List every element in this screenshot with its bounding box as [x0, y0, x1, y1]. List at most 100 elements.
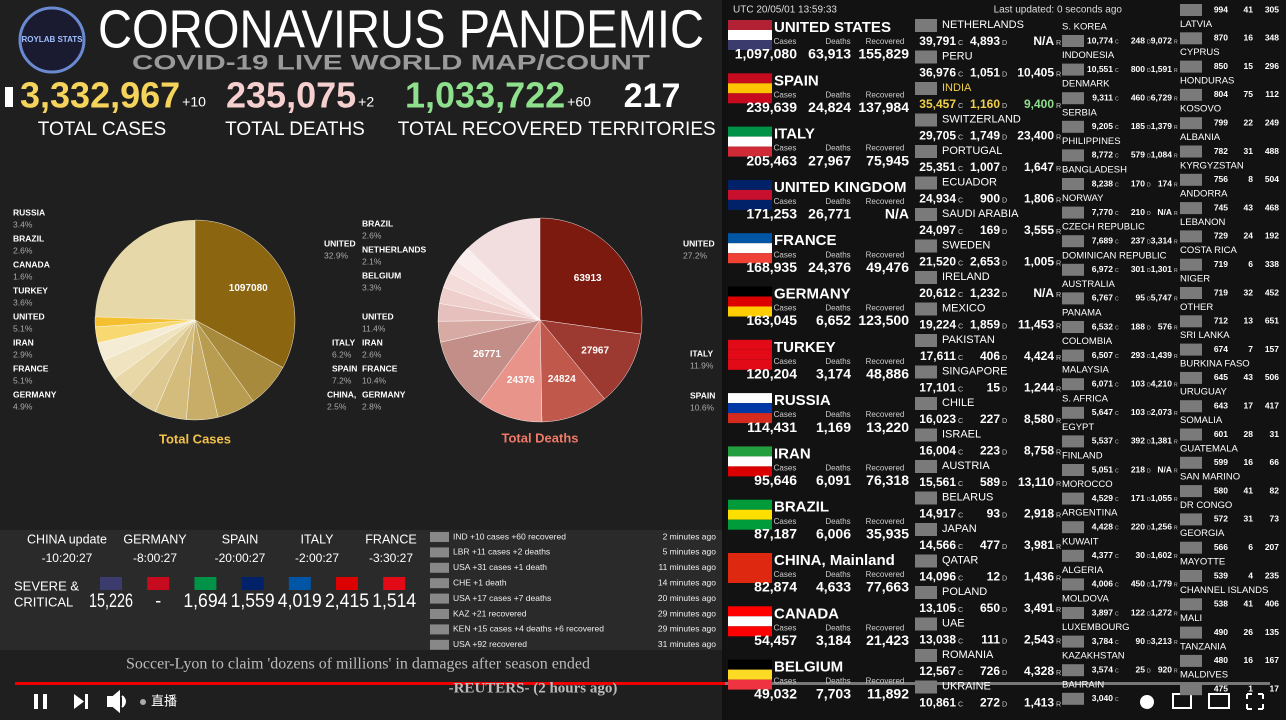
col-header: Cases [774, 90, 797, 99]
unit: R [1174, 440, 1178, 446]
col-header: Recovered [866, 464, 905, 473]
deaths: 43 [1244, 372, 1254, 382]
col-header: Recovered [866, 304, 905, 313]
pause-button[interactable] [34, 694, 38, 709]
unit: R [1174, 68, 1178, 74]
slice-percent: 2.5% [327, 401, 347, 411]
deaths: 24,824 [808, 99, 851, 115]
cases: 21,520 [919, 255, 956, 269]
deaths: 2,653 [970, 255, 1000, 269]
cases: 572 [1214, 514, 1228, 524]
progress-bar[interactable] [15, 682, 725, 685]
cases: 539 [1214, 570, 1228, 580]
flag [1180, 371, 1202, 384]
recovered: 406 [1265, 599, 1279, 609]
flag [1180, 683, 1202, 696]
settings-button[interactable] [1140, 695, 1154, 709]
cases: 95,646 [754, 472, 797, 488]
recovered: 207 [1265, 542, 1279, 552]
cases: 599 [1214, 457, 1228, 467]
flag [1180, 541, 1202, 554]
next-button[interactable] [74, 694, 88, 709]
cases: 9,311 [1092, 92, 1113, 102]
country-name: SINGAPORE [942, 365, 1007, 377]
col-header: Deaths [825, 464, 850, 473]
logo-text: ROYLAB STATS [21, 35, 83, 44]
recovered: N/A [1033, 286, 1054, 300]
slice-name: IRAN [13, 337, 34, 347]
recovered: 488 [1265, 146, 1279, 156]
col-header: Recovered [866, 250, 905, 259]
flag [1062, 578, 1084, 591]
country-name: S. AFRICA [1062, 393, 1109, 404]
unit: R [1174, 39, 1178, 45]
total-value: 235,075 [226, 75, 356, 116]
unit: C [958, 416, 963, 425]
unit: C [958, 353, 963, 362]
recovered: 77,663 [866, 579, 909, 595]
timezone-name: GERMANY [123, 532, 187, 546]
country-name: NORWAY [1062, 193, 1104, 204]
pie-slice [539, 319, 642, 400]
unit: C [958, 258, 963, 267]
deaths: 218 [1131, 464, 1145, 474]
flag [1180, 4, 1202, 16]
col-header: Deaths [825, 570, 850, 579]
deaths: 220 [1131, 521, 1145, 531]
unit: C [1115, 383, 1119, 389]
unit: R [1056, 353, 1061, 362]
timezone-time: -3:30:27 [369, 551, 413, 565]
timezone-time: -10:20:27 [42, 551, 93, 565]
unit: C [958, 479, 963, 488]
deaths: 293 [1131, 350, 1145, 360]
deaths: 15 [987, 381, 1001, 395]
slice-percent: 10.6% [690, 402, 715, 412]
deaths: 122 [1131, 607, 1145, 617]
recovered: 4,424 [1024, 349, 1054, 363]
flag [915, 271, 937, 284]
slice-name: NETHERLANDS [362, 244, 427, 254]
recovered: 235 [1265, 570, 1279, 580]
subtitle: COVID-19 LIVE WORLD MAP/COUNT [132, 52, 650, 75]
unit: R [1056, 542, 1061, 551]
unit: R [1174, 297, 1178, 303]
country-name: IRELAND [942, 271, 990, 283]
country-name: HONDURAS [1180, 75, 1234, 86]
cases: 756 [1214, 174, 1228, 184]
unit: D [1147, 125, 1151, 131]
cases: 4,377 [1092, 550, 1114, 560]
unit: D [1147, 611, 1151, 617]
flag [728, 456, 772, 467]
fullscreen-button[interactable] [1246, 693, 1264, 710]
flag [1062, 406, 1084, 419]
flag [1062, 349, 1084, 362]
unit: R [1174, 240, 1178, 246]
col-header: Cases [774, 250, 797, 259]
unit: C [1115, 97, 1119, 103]
deaths: 6,652 [816, 312, 851, 328]
flag [728, 243, 772, 254]
unit: D [1147, 325, 1151, 331]
col-header: Deaths [825, 250, 850, 259]
volume-button[interactable] [107, 689, 126, 714]
unit: R [1056, 636, 1061, 645]
cases: 9,205 [1092, 121, 1114, 131]
deaths: 103 [1131, 378, 1145, 388]
cases: 10,861 [919, 696, 956, 710]
country-name: RUSSIA [774, 392, 831, 409]
flag [915, 82, 937, 95]
theater-button[interactable] [1208, 693, 1230, 709]
recovered: 417 [1265, 400, 1279, 410]
territories-label: TERRITORIES [588, 119, 715, 140]
flag [728, 413, 772, 424]
flag [728, 509, 772, 520]
country-name: SWITZERLAND [942, 113, 1021, 125]
territories-value: 217 [624, 77, 681, 115]
severe-value: - [155, 591, 161, 612]
recovered: N/A [1033, 34, 1054, 48]
recovered: 123,500 [858, 312, 909, 328]
recovered: 1,779 [1151, 579, 1173, 589]
unit: D [1002, 573, 1007, 582]
unit: D [1002, 38, 1007, 47]
flag-icon [288, 577, 311, 590]
